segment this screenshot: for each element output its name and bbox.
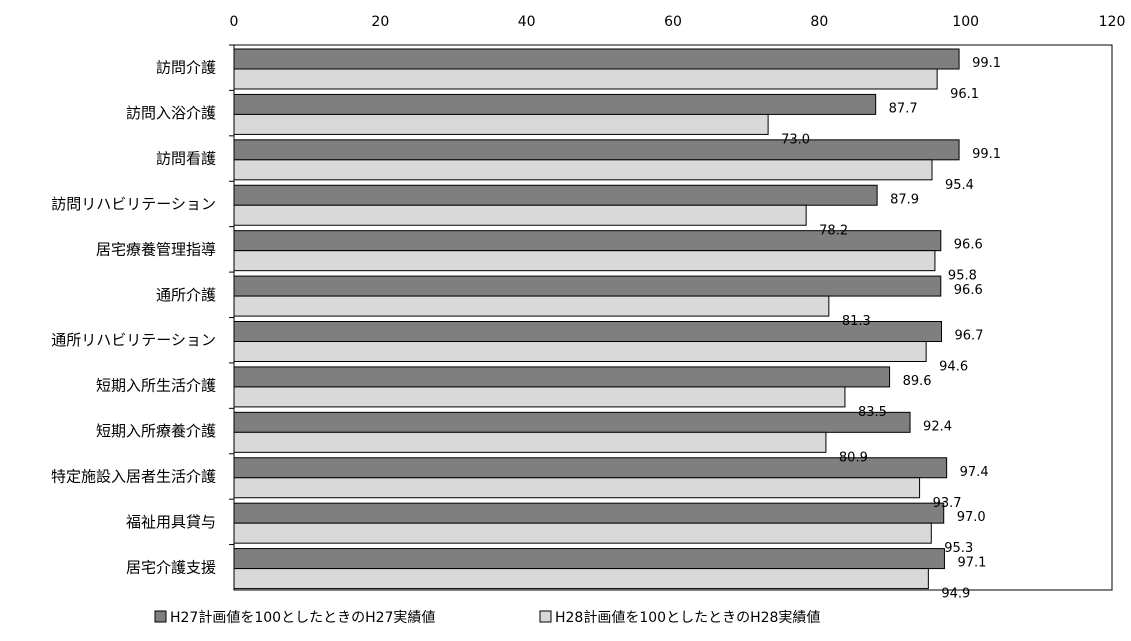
bar-h28: [233, 341, 927, 362]
data-label-h28: 96.1: [950, 87, 979, 102]
data-label-h27: 96.6: [954, 283, 983, 298]
data-label-h28: 83.5: [858, 405, 887, 420]
bar-h28: [233, 250, 936, 272]
bar-h28: [233, 295, 830, 317]
x-axis: 0 20 40 60 80 100 120: [230, 14, 1126, 30]
data-labels: 99.196.187.773.099.195.487.978.296.695.8…: [781, 56, 1001, 602]
bar-h28: [233, 568, 929, 590]
category-label: 居宅介護支援: [126, 558, 216, 576]
bars: [233, 48, 960, 590]
data-label-h27: 97.0: [957, 510, 986, 525]
x-tick-label: 120: [1099, 14, 1126, 30]
category-label: 訪問入浴介護: [126, 104, 216, 122]
data-label-h27: 97.1: [957, 556, 986, 571]
bar-h27: [233, 184, 878, 206]
category-label: 短期入所療養介護: [96, 422, 216, 440]
legend-label: H28計画値を100としたときのH28実績値: [555, 610, 820, 626]
x-tick-label: 80: [810, 14, 828, 30]
legend-swatch: [539, 610, 552, 623]
data-label-h28: 95.8: [948, 269, 977, 284]
x-tick-label: 20: [371, 14, 389, 30]
bar-h27: [233, 275, 942, 297]
data-label-h28: 95.3: [944, 541, 973, 556]
category-label: 居宅療養管理指導: [96, 240, 216, 258]
bar-h27: [233, 502, 945, 524]
data-label-h27: 87.7: [889, 101, 918, 116]
x-tick-label: 60: [664, 14, 682, 30]
bar-h27: [233, 548, 945, 570]
data-label-h28: 78.2: [819, 223, 848, 238]
category-label: 訪問介護: [156, 59, 216, 77]
data-label-h28: 80.9: [839, 450, 868, 465]
bar-h28: [233, 113, 769, 135]
category-label: 訪問リハビリテーション: [51, 195, 216, 213]
data-label-h28: 94.6: [939, 360, 968, 375]
x-tick-label: 0: [230, 14, 239, 30]
legend: H27計画値を100としたときのH27実績値 H28計画値を100としたときのH2…: [154, 610, 820, 626]
category-label: 特定施設入居者生活介護: [51, 467, 216, 485]
bar-h28: [233, 159, 933, 181]
bar-h28: [233, 204, 807, 226]
category-label: 訪問看護: [156, 150, 216, 168]
bar-h27: [233, 366, 891, 388]
data-label-h27: 97.4: [960, 465, 989, 480]
bar-h27: [233, 321, 943, 342]
legend-swatch: [154, 610, 167, 623]
category-label: 福祉用具貸与: [126, 513, 216, 531]
bar-h28: [233, 477, 921, 499]
bar-h27: [233, 93, 877, 115]
data-label-h28: 93.7: [933, 496, 962, 511]
bar-h28: [233, 68, 938, 90]
data-label-h27: 89.6: [903, 374, 932, 389]
data-label-h28: 94.9: [941, 587, 970, 602]
x-tick-label: 40: [518, 14, 536, 30]
data-label-h27: 96.7: [955, 329, 984, 344]
bar-h27: [233, 411, 911, 433]
category-label: 通所リハビリテーション: [51, 331, 216, 349]
data-label-h27: 96.6: [954, 238, 983, 253]
bar-h27: [233, 139, 960, 161]
bar-h28: [233, 431, 827, 453]
y-axis: 訪問介護訪問入浴介護訪問看護訪問リハビリテーション居宅療養管理指導通所介護通所リ…: [51, 44, 234, 576]
bar-h28: [233, 386, 846, 408]
bar-h27: [233, 48, 960, 70]
data-label-h27: 92.4: [923, 419, 952, 434]
category-label: 通所介護: [156, 286, 216, 304]
category-label: 短期入所生活介護: [96, 377, 216, 395]
data-label-h28: 73.0: [781, 132, 810, 147]
x-tick-label: 100: [952, 14, 979, 30]
bar-h28: [233, 522, 932, 544]
data-label-h27: 99.1: [972, 147, 1001, 162]
data-label-h28: 81.3: [842, 314, 871, 329]
legend-label: H27計画値を100としたときのH27実績値: [170, 610, 435, 626]
data-label-h27: 99.1: [972, 56, 1001, 71]
data-label-h27: 87.9: [890, 192, 919, 207]
data-label-h28: 95.4: [945, 178, 974, 193]
